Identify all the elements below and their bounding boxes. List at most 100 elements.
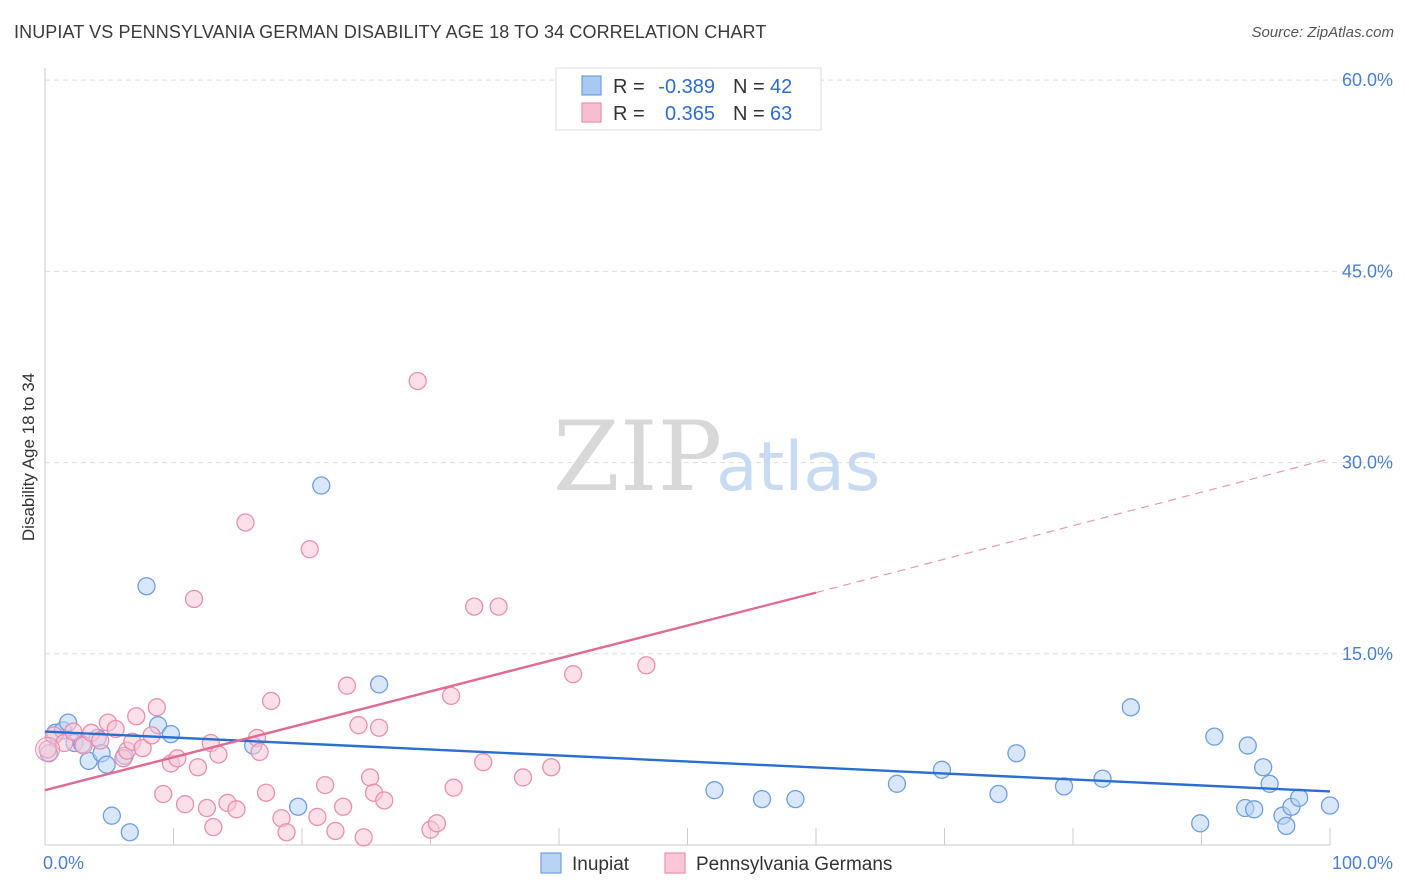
data-point — [337, 676, 357, 695]
series-legend: Inupiat Pennsylvania Germans — [540, 852, 892, 875]
chart-title: INUPIAT VS PENNSYLVANIA GERMAN DISABILIT… — [14, 22, 767, 42]
y-tick-label: 15.0% — [1342, 644, 1393, 664]
data-point — [1121, 698, 1140, 717]
trend-line — [44, 591, 817, 792]
data-point — [349, 716, 368, 735]
data-point — [369, 718, 389, 737]
legend-r-label: R = — [613, 103, 645, 125]
data-point — [1290, 788, 1309, 807]
y-tick-label: 30.0% — [1342, 453, 1393, 473]
y-tick-label: 45.0% — [1342, 261, 1393, 281]
data-point — [513, 768, 533, 787]
correlation-legend: R = -0.389 N = 42 R = 0.365 N = 63 — [555, 67, 822, 131]
data-point — [705, 781, 724, 800]
data-point — [427, 814, 447, 833]
legend-r-value: -0.389 — [658, 76, 715, 98]
data-point — [333, 797, 353, 816]
x-tick-labels: 0.0% 100.0% — [43, 853, 1393, 873]
data-point — [1093, 769, 1112, 788]
legend-label-inupiat: Inupiat — [572, 854, 630, 875]
data-point — [1245, 800, 1264, 819]
data-point — [197, 798, 217, 818]
data-point — [563, 665, 583, 684]
data-point — [1320, 796, 1340, 815]
data-point — [1205, 727, 1224, 746]
data-point — [236, 513, 255, 532]
data-point — [326, 821, 345, 841]
data-point — [444, 778, 463, 797]
data-point — [360, 768, 380, 787]
data-point — [1007, 744, 1026, 763]
trend-lines — [44, 458, 1331, 793]
watermark-atlas: atlas — [716, 428, 880, 507]
data-point — [308, 807, 327, 827]
data-point — [441, 686, 461, 706]
legend-swatch-inupiat — [581, 75, 602, 96]
data-point — [204, 818, 223, 837]
data-point — [375, 791, 394, 810]
data-point — [102, 806, 121, 825]
data-point — [932, 760, 952, 779]
data-point — [288, 797, 308, 816]
trend-line-extension — [815, 458, 1331, 594]
data-point — [786, 789, 805, 809]
data-point — [147, 698, 166, 717]
legend-swatch-pennsylvania-germans — [664, 852, 686, 874]
data-point — [542, 758, 561, 777]
data-point — [489, 597, 508, 616]
data-point — [250, 742, 269, 762]
data-point — [184, 589, 204, 609]
inupiat-points — [39, 476, 1340, 842]
data-point — [106, 719, 125, 739]
data-point — [277, 823, 296, 842]
data-point — [408, 371, 427, 391]
data-point — [227, 800, 246, 819]
legend-n-label: N = — [733, 103, 765, 125]
data-point — [300, 540, 319, 559]
data-point — [1277, 816, 1296, 836]
trend-line — [44, 730, 1331, 793]
y-tick-labels: 15.0% 30.0% 45.0% 60.0% — [1342, 70, 1393, 664]
data-point — [1191, 814, 1210, 833]
data-point — [989, 784, 1008, 804]
data-point — [209, 745, 228, 764]
data-point — [369, 675, 389, 694]
legend-r-value: 0.365 — [665, 103, 715, 125]
data-point — [752, 789, 772, 809]
data-point — [256, 783, 276, 802]
data-point — [154, 784, 173, 804]
data-point — [354, 828, 373, 847]
gridlines — [45, 79, 1395, 655]
data-point — [161, 724, 181, 744]
x-tick-label: 0.0% — [43, 853, 84, 873]
y-tick-label: 60.0% — [1342, 70, 1393, 90]
legend-n-value: 63 — [770, 103, 792, 125]
data-point — [637, 656, 656, 675]
data-point — [133, 738, 152, 758]
data-point — [262, 691, 281, 711]
data-point — [188, 758, 208, 777]
legend-swatch-pennsylvania-germans — [581, 102, 602, 123]
data-point — [175, 795, 195, 814]
data-point — [1238, 736, 1257, 755]
legend-n-label: N = — [733, 76, 765, 98]
x-tick-label: 100.0% — [1332, 853, 1393, 873]
data-point — [315, 775, 335, 795]
data-point — [312, 476, 331, 495]
data-point — [97, 755, 116, 774]
data-point — [120, 823, 139, 842]
legend-r-label: R = — [613, 76, 645, 98]
data-point — [887, 774, 907, 793]
data-point — [465, 597, 484, 616]
data-point — [127, 707, 146, 726]
pennsylvania-germans-points — [35, 86, 814, 847]
data-point — [137, 577, 156, 596]
legend-n-value: 42 — [770, 76, 792, 98]
y-axis-label: Disability Age 18 to 34 — [19, 373, 38, 541]
watermark-zip: ZIP — [553, 401, 722, 513]
data-point — [1254, 758, 1273, 777]
data-point — [35, 736, 61, 762]
data-point — [91, 731, 110, 750]
legend-label-pennsylvania-germans: Pennsylvania Germans — [696, 854, 892, 875]
